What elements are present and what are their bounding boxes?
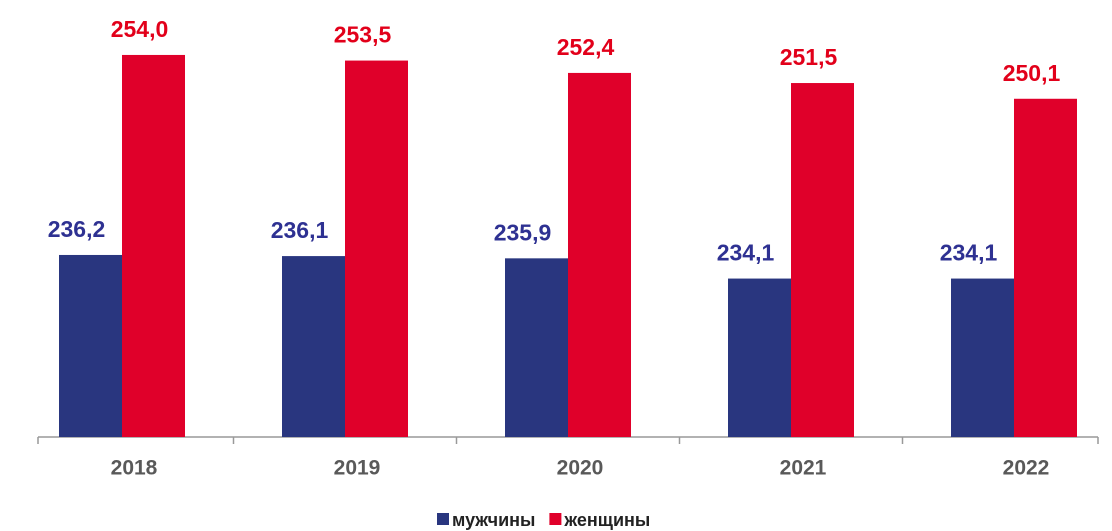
value-label: 236,1	[271, 217, 329, 243]
legend-label: мужчины	[452, 510, 535, 530]
legend-label: женщины	[563, 510, 650, 530]
legend-swatch	[437, 513, 449, 525]
value-label: 235,9	[494, 219, 552, 245]
bar	[791, 83, 854, 437]
x-tick-label: 2020	[557, 457, 604, 480]
value-label: 254,0	[111, 16, 169, 42]
legend-swatch	[549, 513, 562, 525]
bar	[728, 278, 791, 437]
value-label: 253,5	[334, 22, 392, 48]
bar	[282, 256, 345, 437]
x-tick-label: 2021	[780, 457, 827, 480]
bar	[59, 254, 122, 437]
x-tick-label: 2022	[1003, 457, 1050, 480]
value-label: 234,1	[940, 240, 998, 266]
bar	[951, 278, 1014, 437]
value-label: 250,1	[1003, 60, 1061, 86]
value-label: 252,4	[557, 34, 615, 60]
bar	[122, 54, 185, 438]
value-label: 236,2	[48, 216, 106, 242]
bar	[345, 60, 408, 437]
x-tick-label: 2019	[334, 457, 381, 480]
x-tick-label: 2018	[111, 457, 158, 480]
bar	[1014, 98, 1077, 437]
value-label: 234,1	[717, 240, 775, 266]
value-label: 251,5	[780, 44, 838, 70]
bar	[568, 72, 631, 437]
bar	[505, 258, 568, 437]
